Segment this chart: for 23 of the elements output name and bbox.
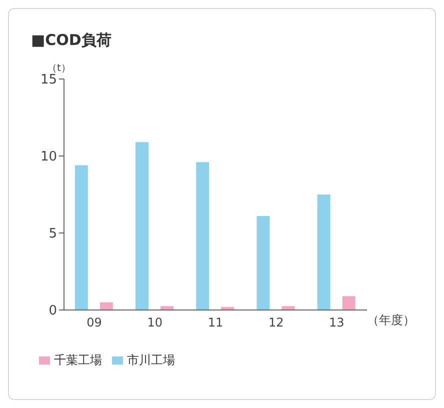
x-tick-label: 11: [208, 316, 224, 330]
y-tick-label: 10: [40, 150, 57, 165]
y-tick-label: 15: [40, 72, 57, 88]
chart-title: ■COD負荷: [31, 31, 112, 50]
x-tick-label: 09: [86, 316, 102, 330]
y-tick-label: 5: [48, 226, 57, 242]
x-tick-label: 13: [329, 316, 344, 330]
y-tick-label: 0: [48, 304, 57, 319]
legend-label: 市川工場: [127, 353, 175, 367]
x-axis-title: （年度）: [367, 312, 415, 329]
bar: [282, 306, 295, 310]
legend-label: 千葉工場: [54, 353, 102, 367]
y-axis-title: （t）: [47, 62, 71, 74]
bar: [196, 162, 210, 310]
bar: [317, 194, 330, 310]
bar: [256, 216, 270, 310]
bar: [342, 296, 356, 310]
x-tick-label: 10: [147, 316, 163, 330]
bar: [160, 306, 174, 310]
bar: [136, 142, 149, 310]
bar: [100, 302, 113, 310]
x-tick-label: 12: [268, 316, 284, 330]
bar: [74, 165, 88, 310]
